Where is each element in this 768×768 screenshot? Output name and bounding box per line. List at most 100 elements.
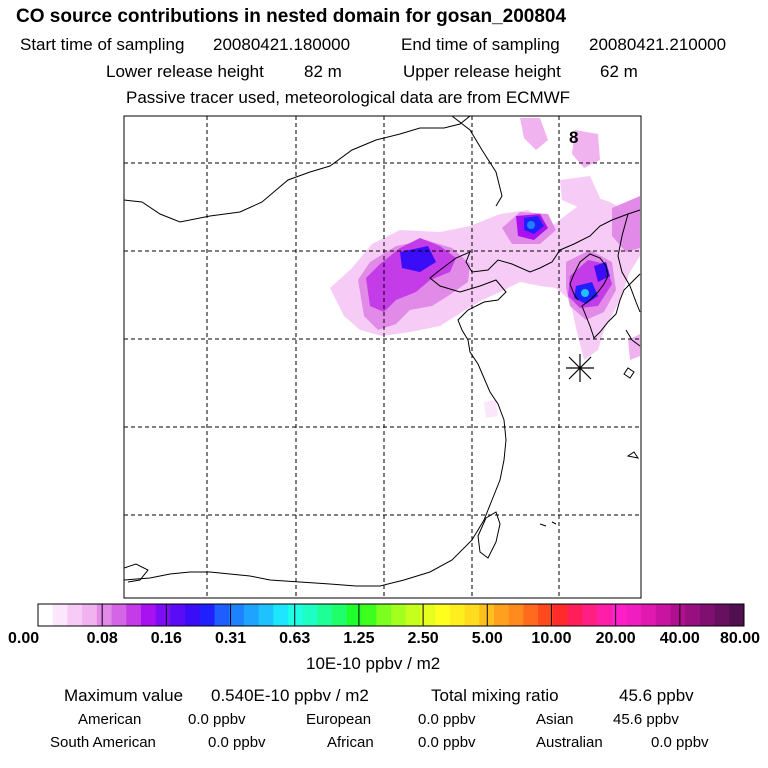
- colorbar-swatch: [317, 604, 333, 626]
- colorbar-swatch: [655, 604, 671, 626]
- plume-haze: [520, 118, 548, 150]
- colorbar-swatch: [199, 604, 215, 626]
- plume-peak: [527, 221, 535, 229]
- max-label: Maximum value: [64, 686, 184, 705]
- plume-peak: [400, 246, 436, 272]
- colorbar-tick-label: 0.08: [86, 630, 118, 647]
- region-name: Australian: [536, 734, 603, 751]
- colorbar-swatch: [302, 604, 318, 626]
- colorbar-swatch: [420, 604, 436, 626]
- plume-haze: [560, 176, 600, 208]
- upper-height-label: Upper release height: [403, 62, 561, 81]
- colorbar-swatch: [376, 604, 392, 626]
- upper-height-value: 62 m: [600, 62, 638, 81]
- plume-haze: [572, 130, 600, 168]
- plume-peak: [581, 289, 589, 297]
- colorbar-swatch: [126, 604, 142, 626]
- colorbar-swatch: [288, 604, 304, 626]
- colorbar-swatch: [552, 604, 568, 626]
- colorbar-tick-label: 0.63: [279, 630, 311, 647]
- corner-label: 8: [569, 128, 578, 147]
- colorbar-swatch: [493, 604, 510, 626]
- colorbar-tick-label: 5.00: [471, 630, 503, 647]
- colorbar-swatch: [391, 604, 407, 626]
- region-value: 0.0 ppbv: [418, 734, 476, 751]
- colorbar-swatch: [96, 604, 112, 626]
- colorbar-swatch: [243, 604, 260, 626]
- colorbar-swatch: [523, 604, 539, 626]
- colorbar-swatch: [582, 604, 598, 626]
- plot-title: CO source contributions in nested domain…: [16, 6, 567, 27]
- colorbar-swatch: [464, 604, 480, 626]
- colorbar-swatch: [170, 604, 186, 626]
- colorbar-swatch: [229, 604, 245, 626]
- colorbar-swatch: [185, 604, 201, 626]
- colorbar-swatch: [449, 604, 465, 626]
- region-name: European: [306, 711, 372, 728]
- lower-height-value: 82 m: [304, 62, 342, 81]
- colorbar-swatch: [346, 604, 362, 626]
- colorbar-swatch: [38, 604, 54, 626]
- colorbar-swatch: [729, 604, 745, 626]
- colorbar-swatch: [611, 604, 627, 626]
- plume-mid: [612, 196, 640, 252]
- graticule: [124, 116, 641, 598]
- coastlines: [124, 116, 641, 587]
- concentration-field: [330, 118, 640, 418]
- lower-height-label: Lower release height: [106, 62, 264, 81]
- colorbar-tick-label: 0.00: [8, 630, 40, 647]
- colorbar-swatch: [52, 604, 68, 626]
- region-name: South American: [50, 734, 156, 751]
- end-time-label: End time of sampling: [401, 35, 560, 54]
- colorbar-swatch: [670, 604, 686, 626]
- colorbar-swatch: [273, 604, 289, 626]
- start-time-label: Start time of sampling: [20, 35, 185, 54]
- colorbar-swatch: [155, 604, 171, 626]
- colorbar-swatch: [67, 604, 83, 626]
- colorbar-swatch: [596, 604, 613, 626]
- end-time-value: 20080421.210000: [589, 35, 727, 54]
- tracer-note: Passive tracer used, meteorological data…: [126, 88, 571, 107]
- colorbar-unit: 10E-10 ppbv / m2: [306, 654, 441, 673]
- colorbar-swatch: [82, 604, 98, 626]
- colorbar-swatch: [111, 604, 127, 626]
- region-name: African: [327, 734, 374, 751]
- colorbar-swatch: [332, 604, 348, 626]
- colorbar-swatch: [714, 604, 730, 626]
- total-value: 45.6 ppbv: [619, 686, 694, 705]
- region-value: 0.0 ppbv: [651, 734, 709, 751]
- region-value: 0.0 ppbv: [208, 734, 266, 751]
- plume-haze: [628, 334, 640, 360]
- colorbar-swatch: [538, 604, 554, 626]
- colorbar-swatch: [567, 604, 583, 626]
- colorbar-tick-label: 40.00: [659, 630, 700, 647]
- colorbar-swatch: [641, 604, 657, 626]
- colorbar-swatch: [214, 604, 230, 626]
- colorbar-tick-label: 0.16: [150, 630, 182, 647]
- region-name: Asian: [536, 711, 574, 728]
- total-label: Total mixing ratio: [431, 686, 559, 705]
- colorbar-swatch: [140, 604, 157, 626]
- colorbar-swatch: [435, 604, 451, 626]
- region-name: American: [78, 711, 142, 728]
- receptor-star-icon: [566, 354, 594, 382]
- plume-haze: [330, 196, 640, 360]
- colorbar-tick-label: 1.25: [343, 630, 375, 647]
- colorbar-frame: [37, 603, 745, 627]
- plume-haze: [484, 400, 498, 418]
- colorbar-tick-label: 20.00: [595, 630, 636, 647]
- colorbar-swatch: [405, 604, 421, 626]
- colorbar: [37, 603, 745, 627]
- colorbar-swatch: [699, 604, 715, 626]
- region-value: 45.6 ppbv: [613, 711, 679, 728]
- colorbar-swatch: [258, 604, 274, 626]
- colorbar-swatch: [685, 604, 701, 626]
- plume-core: [366, 238, 456, 312]
- colorbar-tick-label: 80.00: [719, 630, 760, 647]
- max-value: 0.540E-10 ppbv / m2: [211, 686, 369, 705]
- colorbar-swatch: [508, 604, 524, 626]
- map-frame: [123, 115, 642, 599]
- colorbar-tick-label: 0.31: [214, 630, 247, 647]
- start-time-value: 20080421.180000: [213, 35, 351, 54]
